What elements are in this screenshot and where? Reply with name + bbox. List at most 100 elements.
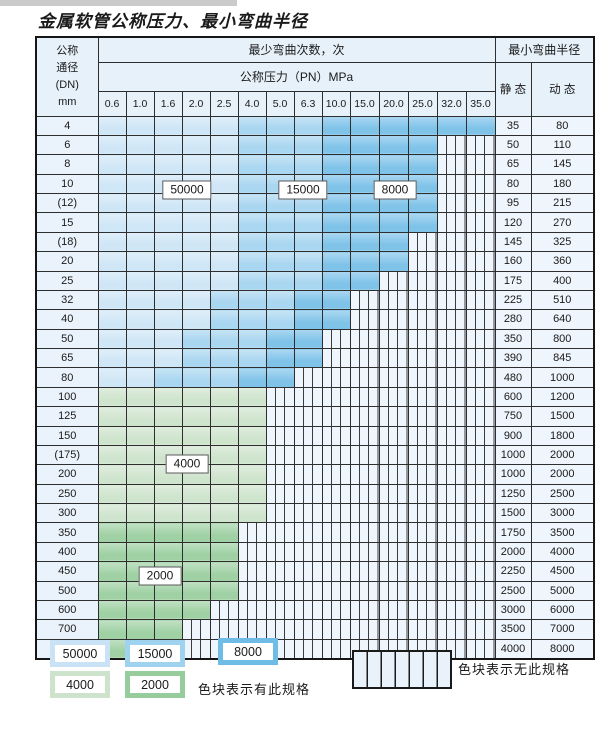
dn-value: 600 [35, 599, 99, 621]
legend-chip-label: 8000 [223, 643, 273, 660]
spec-cell-4000 [97, 502, 127, 524]
spec-cell-50000 [153, 328, 183, 350]
spec-cell-50000 [97, 192, 127, 214]
table-row: 4 35 80 [35, 115, 595, 136]
cycle-count-label: 50000 [162, 180, 212, 200]
spec-cell-none [378, 619, 409, 640]
spec-cell-none [407, 328, 438, 350]
spec-cell-none [293, 599, 323, 621]
dynamic-radius-value: 180 [530, 173, 595, 195]
spec-cell-15000 [265, 270, 295, 291]
spec-cell-50000 [125, 173, 155, 195]
spec-cell-none [436, 406, 467, 427]
spec-cell-none [436, 328, 467, 350]
spec-cell-none [465, 328, 496, 350]
spec-cell-none [465, 561, 496, 582]
table-header: 公称 通径 (DN) mm 最少弯曲次数，次 最小弯曲半径 公称压力（PN）MPa 静 态动 … [35, 36, 595, 117]
spec-cell-4000 [97, 386, 127, 408]
spec-cell-2000 [209, 580, 239, 601]
spec-cell-none [407, 444, 438, 466]
spec-cell-4000 [125, 425, 155, 446]
spec-cell-none [436, 192, 467, 214]
pressure-column-header: 20.0 [378, 90, 409, 117]
spec-cell-none [293, 483, 323, 505]
spec-cell-none [436, 541, 467, 563]
static-radius-value: 2000 [494, 541, 532, 563]
spec-cell-50000 [209, 251, 239, 272]
spec-cell-15000 [265, 289, 295, 311]
spec-cell-none [407, 367, 438, 388]
legend-chip: 15000 [125, 640, 185, 667]
dn-value: 50 [35, 328, 99, 350]
pressure-column-header: 1.0 [125, 90, 155, 117]
pressure-column-header: 4.0 [237, 90, 267, 117]
spec-cell-none [265, 502, 295, 524]
spec-cell-none [349, 522, 380, 543]
spec-cell-15000 [237, 251, 267, 272]
dn-value: 250 [35, 483, 99, 505]
spec-cell-none [436, 619, 467, 640]
spec-cell-2000 [209, 541, 239, 563]
static-radius-value: 4000 [494, 638, 532, 660]
spec-cell-15000 [209, 309, 239, 330]
spec-cell-8000 [321, 173, 351, 195]
dynamic-radius-value: 8000 [530, 638, 595, 660]
legend-chip: 50000 [50, 640, 110, 667]
spec-cell-8000 [349, 154, 380, 175]
spec-cell-4000 [237, 502, 267, 524]
dn-value: 450 [35, 561, 99, 582]
cycle-count-label: 4000 [165, 454, 209, 474]
spec-cell-none [436, 309, 467, 330]
dn-value: 200 [35, 464, 99, 485]
spec-cell-50000 [181, 115, 211, 136]
spec-cell-none [265, 619, 295, 640]
spec-cell-4000 [125, 406, 155, 427]
spec-cell-none [378, 386, 409, 408]
spec-cell-none [321, 638, 351, 660]
dn-value: (175) [35, 444, 99, 466]
table-row: (18) 145 325 [35, 231, 595, 253]
spec-cell-none [407, 347, 438, 369]
spec-cell-8000 [265, 347, 295, 369]
dn-header-line: 通径 [56, 61, 79, 74]
spec-cell-none [465, 347, 496, 369]
spec-cell-4000 [237, 483, 267, 505]
spec-cell-15000 [237, 309, 267, 330]
hose-spec-table: 公称 通径 (DN) mm 最少弯曲次数，次 最小弯曲半径 公称压力（PN）MPa 静 态动 … [35, 36, 595, 660]
legend-chip: 2000 [125, 671, 185, 698]
static-radius-value: 35 [494, 115, 532, 136]
spec-cell-none [465, 580, 496, 601]
spec-cell-none [349, 347, 380, 369]
spec-cell-4000 [125, 502, 155, 524]
table-row: 150 900 1800 [35, 425, 595, 446]
table-row: 65 390 845 [35, 347, 595, 369]
spec-cell-none [407, 251, 438, 272]
spec-cell-50000 [209, 115, 239, 136]
spec-cell-none [407, 464, 438, 485]
spec-cell-none [265, 541, 295, 563]
bend-cycles-header: 最少弯曲次数，次 [97, 36, 496, 63]
spec-cell-50000 [209, 173, 239, 195]
spec-cell-4000 [181, 425, 211, 446]
spec-cell-50000 [125, 367, 155, 388]
spec-cell-4000 [153, 406, 183, 427]
spec-cell-15000 [237, 115, 267, 136]
spec-cell-none [465, 464, 496, 485]
spec-cell-50000 [97, 347, 127, 369]
spec-cell-none [293, 580, 323, 601]
spec-cell-none [436, 502, 467, 524]
spec-cell-15000 [181, 328, 211, 350]
spec-cell-15000 [237, 192, 267, 214]
spec-cell-8000 [293, 309, 323, 330]
spec-cell-none [378, 367, 409, 388]
pressure-column-header: 0.6 [97, 90, 127, 117]
spec-cell-2000 [181, 580, 211, 601]
spec-cell-none [293, 386, 323, 408]
table-row: 50 350 800 [35, 328, 595, 350]
spec-cell-none [465, 638, 496, 660]
spec-cell-50000 [125, 309, 155, 330]
table-row: 400 2000 4000 [35, 541, 595, 563]
spec-cell-50000 [125, 347, 155, 369]
static-radius-value: 145 [494, 231, 532, 253]
spec-cell-15000 [293, 212, 323, 233]
